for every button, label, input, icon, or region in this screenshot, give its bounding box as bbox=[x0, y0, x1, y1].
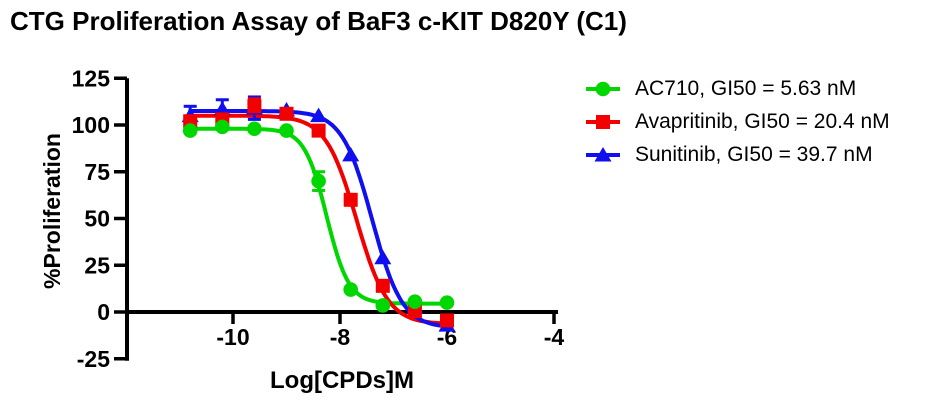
legend-item-ac710: AC710, GI50 = 5.63 nM bbox=[585, 72, 890, 105]
point-ac710 bbox=[182, 123, 198, 138]
point-avapritinib bbox=[375, 278, 390, 293]
point-avapritinib bbox=[279, 106, 294, 121]
point-sunitinib bbox=[310, 107, 328, 123]
point-avapritinib bbox=[247, 99, 262, 114]
y-tick-label: -25 bbox=[77, 346, 110, 372]
point-ac710 bbox=[311, 173, 326, 189]
point-sunitinib bbox=[342, 146, 360, 162]
triangle-marker-icon bbox=[586, 146, 620, 161]
curve-sunitinib bbox=[188, 109, 449, 329]
point-avapritinib bbox=[440, 313, 454, 328]
curve-avapritinib bbox=[188, 113, 449, 326]
x-tick-label: -8 bbox=[330, 324, 351, 350]
point-ac710 bbox=[375, 298, 391, 313]
point-ac710 bbox=[279, 123, 294, 138]
legend-marker-shape bbox=[596, 114, 610, 129]
curve-ac710 bbox=[188, 126, 449, 306]
point-ac710 bbox=[439, 295, 455, 310]
x-tick-label: -10 bbox=[216, 324, 249, 350]
y-axis-label: %Proliferation bbox=[39, 133, 65, 289]
legend-label: AC710, GI50 = 5.63 nM bbox=[635, 76, 857, 100]
x-tick-label: -4 bbox=[544, 324, 565, 350]
y-tick-label: 50 bbox=[84, 206, 110, 232]
point-ac710 bbox=[215, 119, 230, 135]
square-marker-icon bbox=[586, 114, 620, 129]
point-sunitinib bbox=[374, 249, 392, 265]
legend-item-sunitinib: Sunitinib, GI50 = 39.7 nM bbox=[585, 138, 890, 171]
point-ac710 bbox=[247, 121, 262, 137]
y-tick-label: 100 bbox=[72, 112, 110, 138]
point-ac710 bbox=[407, 294, 423, 310]
point-avapritinib bbox=[311, 123, 326, 138]
y-tick-label: 0 bbox=[97, 299, 110, 325]
point-ac710 bbox=[343, 282, 359, 297]
legend-item-avapritinib: Avapritinib, GI50 = 20.4 nM bbox=[585, 105, 890, 138]
legend-marker-shape bbox=[595, 81, 611, 96]
legend-marker-shape bbox=[594, 146, 612, 161]
chart-title: CTG Proliferation Assay of BaF3 c-KIT D8… bbox=[10, 6, 627, 36]
y-tick-label: 75 bbox=[84, 159, 110, 185]
y-tick-label: 125 bbox=[72, 65, 111, 91]
circle-marker-icon bbox=[586, 81, 620, 96]
point-sunitinib bbox=[213, 101, 231, 116]
legend-label: Sunitinib, GI50 = 39.7 nM bbox=[635, 142, 873, 166]
y-tick-label: 25 bbox=[84, 252, 110, 278]
point-avapritinib bbox=[343, 192, 358, 207]
x-axis-label: Log[CPDs]M bbox=[270, 367, 414, 394]
legend: AC710, GI50 = 5.63 nM Avapritinib, GI50 =… bbox=[585, 72, 890, 171]
legend-label: Avapritinib, GI50 = 20.4 nM bbox=[635, 109, 890, 133]
